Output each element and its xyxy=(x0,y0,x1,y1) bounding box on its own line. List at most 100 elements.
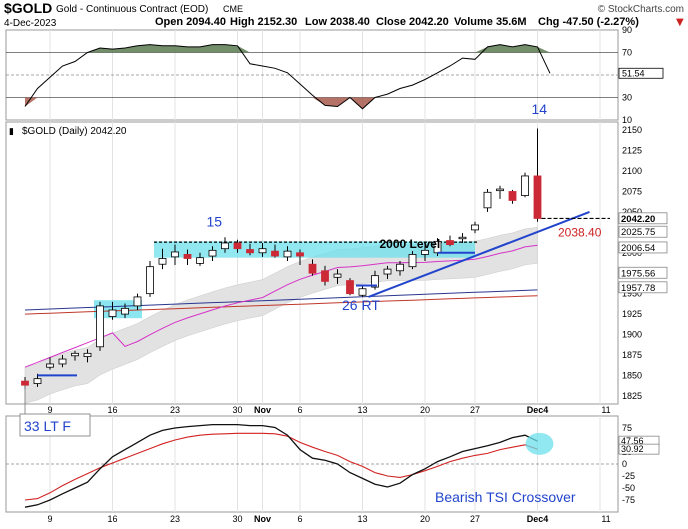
candle xyxy=(408,251,417,270)
price-label-box xyxy=(618,266,668,279)
candle-body xyxy=(121,307,129,315)
volume-value: Volume 35.6M xyxy=(454,16,527,28)
candle-body xyxy=(358,288,367,296)
candle xyxy=(258,242,267,257)
price-label: 1957.78 xyxy=(621,283,655,294)
candle xyxy=(146,260,154,297)
price-label: 2006.54 xyxy=(621,243,655,254)
candle xyxy=(446,235,454,247)
price-panel xyxy=(5,121,619,405)
rsi-overbought-fill xyxy=(187,46,200,53)
candle xyxy=(533,128,542,222)
price-tick-label: 1900 xyxy=(622,330,642,340)
symbol-description: Gold - Continuous Contract (EOD) xyxy=(56,4,208,15)
candle xyxy=(396,260,404,276)
tsi-crossover-highlight xyxy=(525,432,554,455)
candle xyxy=(508,189,517,204)
candle xyxy=(271,244,279,258)
x-tick-label: 6 xyxy=(297,514,302,524)
watermark: © StockCharts.com xyxy=(598,4,684,15)
rsi-last-value-box xyxy=(618,67,664,79)
candle-body xyxy=(233,242,242,250)
candle-body xyxy=(421,249,429,255)
rsi-oversold-fill xyxy=(25,97,38,107)
candle xyxy=(108,301,117,320)
low-value: Low 2038.40 xyxy=(305,16,370,28)
candle xyxy=(346,278,354,296)
price-tick-label: 2100 xyxy=(622,166,642,176)
candle-body xyxy=(133,296,142,307)
x-tick-label: 20 xyxy=(420,514,430,524)
candle-body xyxy=(96,305,104,348)
candle xyxy=(483,189,492,212)
candle xyxy=(358,285,367,297)
uptrend-line xyxy=(368,210,590,298)
price-tick-label: 1850 xyxy=(622,370,642,380)
candle xyxy=(321,265,329,286)
price-tick-label: 2075 xyxy=(622,186,642,196)
candle-body xyxy=(321,270,329,282)
candle-body xyxy=(271,250,279,257)
tsi-crossover-label: Bearish TSI Crossover xyxy=(435,489,576,505)
candle xyxy=(171,244,179,266)
rt-label: 26 RT xyxy=(342,297,380,313)
candle-body xyxy=(396,263,404,272)
consolidation-box-left xyxy=(94,300,142,319)
x-tick-label: Nov xyxy=(254,514,271,524)
x-tick-label: Nov xyxy=(254,405,271,415)
open-value: Open 2094.40 xyxy=(155,16,226,28)
x-tick-label: Dec4 xyxy=(527,514,549,524)
candle-body xyxy=(158,258,167,265)
candle xyxy=(208,246,217,261)
change-value: Chg -47.50 (-2.27%) xyxy=(538,16,639,28)
candle-body xyxy=(208,249,217,257)
candle-body xyxy=(496,188,504,192)
candle xyxy=(283,246,292,261)
candle-body xyxy=(58,358,67,365)
rsi-tick-label: 90 xyxy=(622,25,632,35)
rsi-overbought-fill xyxy=(212,44,225,53)
price-tick-label: 2050 xyxy=(622,207,642,217)
x-tick-label: Dec4 xyxy=(527,405,549,415)
symbol-title: $GOLD xyxy=(4,0,52,16)
tsi-tick-label: 75 xyxy=(622,423,632,433)
candle xyxy=(58,354,67,368)
price-note-label: 2038.40 xyxy=(558,225,602,239)
candle xyxy=(121,303,129,319)
rsi-oversold-fill xyxy=(325,97,338,107)
candle xyxy=(308,259,317,276)
price-tick-label: 1925 xyxy=(622,309,642,319)
candle-body xyxy=(383,268,392,275)
price-tick-label: 2150 xyxy=(622,125,642,135)
x-tick-label: 16 xyxy=(107,514,117,524)
x-tick-label: 11 xyxy=(601,405,610,415)
date-label: 4-Dec-2023 xyxy=(4,18,57,29)
candle xyxy=(221,237,229,253)
candle xyxy=(46,357,54,370)
candle xyxy=(458,233,467,243)
tsi-tick-label: -25 xyxy=(622,471,635,481)
candle-body xyxy=(108,309,117,317)
rsi-overbought-fill xyxy=(475,46,488,53)
x-tick-label: 13 xyxy=(357,405,367,415)
candle-body xyxy=(21,380,29,386)
rsi-indicator xyxy=(6,44,618,110)
x-tick-label: 13 xyxy=(357,514,367,524)
ma-magenta-line xyxy=(24,244,538,368)
tsi-signal-line xyxy=(24,432,538,501)
price-tick-label: 1950 xyxy=(622,289,642,299)
lt-label-box xyxy=(19,413,91,437)
level-2000-label: 2000 Level xyxy=(380,237,441,251)
candle-body xyxy=(196,257,204,264)
candle-body xyxy=(146,266,154,295)
price-legend-icon: ▮ xyxy=(9,127,14,137)
count-14-label: 14 xyxy=(532,101,548,117)
rsi-last-value: 51.54 xyxy=(622,68,645,78)
tsi-last-value: 30.92 xyxy=(621,444,644,454)
tsi-last-box xyxy=(618,443,660,455)
ma-navy-line xyxy=(24,289,538,311)
change-arrow-icon: ▼ xyxy=(676,17,684,28)
candle-body xyxy=(483,191,492,209)
candle-body xyxy=(458,236,467,240)
